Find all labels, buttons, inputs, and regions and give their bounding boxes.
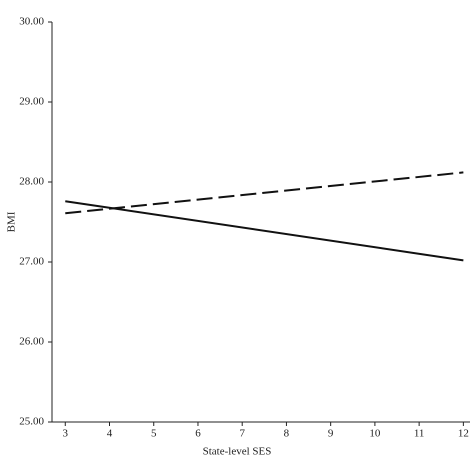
y-axis-label: BMI: [6, 211, 18, 232]
x-tick-label: 6: [195, 428, 201, 440]
y-tick-label: 30.00: [19, 16, 44, 28]
y-tick-label: 26.00: [19, 336, 44, 348]
x-tick-label: 7: [239, 428, 245, 440]
x-tick-label: 8: [284, 428, 290, 440]
y-tick-label: 28.00: [19, 176, 44, 188]
x-axis-label: State-level SES: [203, 446, 272, 458]
x-tick-label: 12: [458, 428, 469, 440]
x-tick-label: 3: [63, 428, 69, 440]
x-tick-label: 5: [151, 428, 157, 440]
y-tick-label: 27.00: [19, 256, 44, 268]
y-tick-label: 29.00: [19, 96, 44, 108]
x-tick-label: 4: [107, 428, 113, 440]
y-tick-label: 25.00: [19, 416, 44, 428]
x-tick-label: 11: [414, 428, 425, 440]
series-line: [65, 200, 464, 262]
x-tick-label: 10: [369, 428, 381, 440]
x-tick-label: 9: [328, 428, 334, 440]
series-line: [65, 171, 464, 215]
